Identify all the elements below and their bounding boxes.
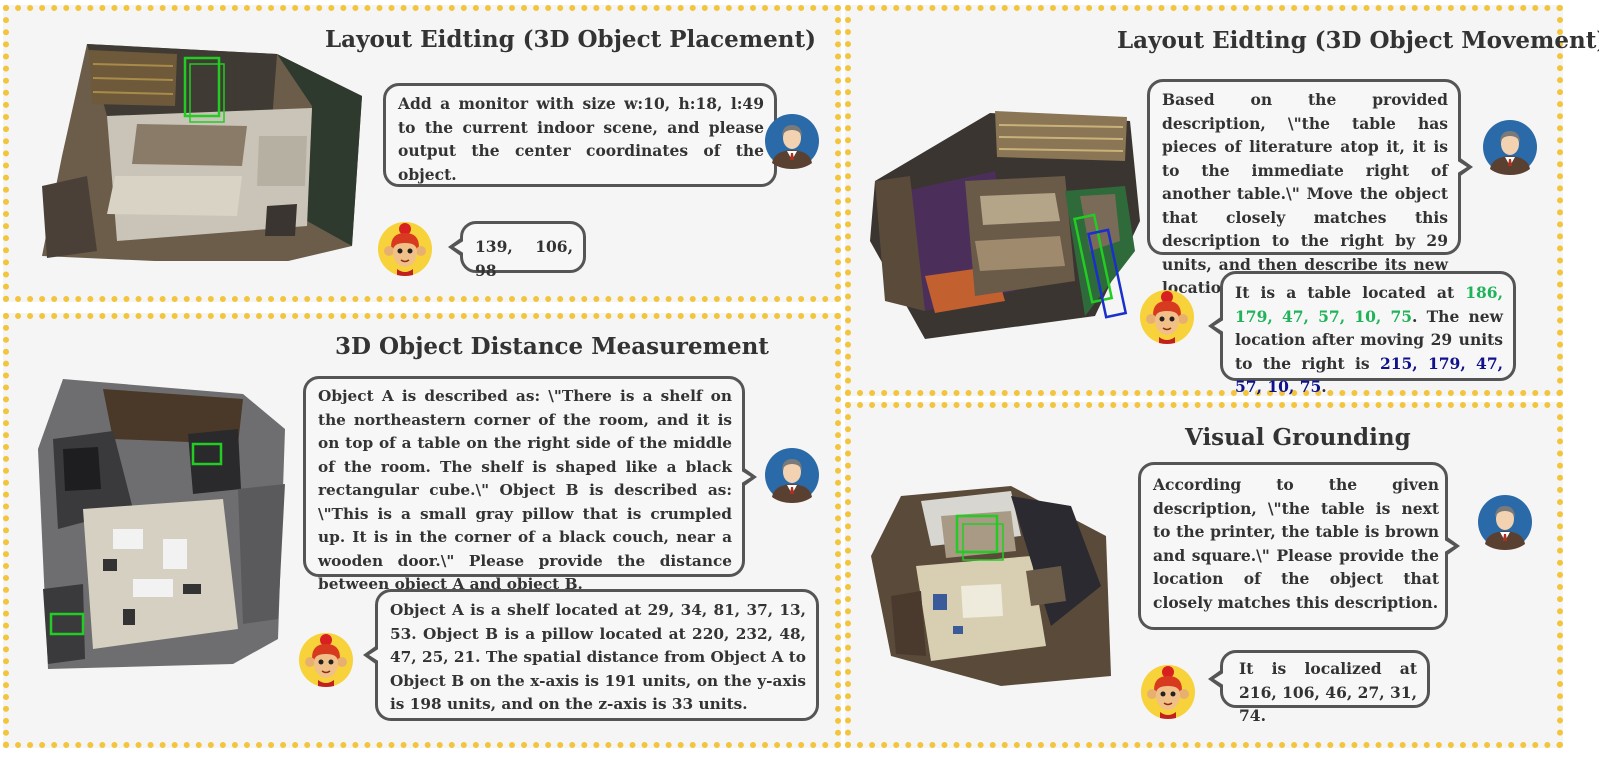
- distance-scene-image: [38, 379, 285, 669]
- movement-question-bubble: Based on the provided description, \"the…: [1147, 79, 1473, 297]
- movement-answer-bubble: It is a table located at 186, 179, 47, 5…: [1208, 271, 1516, 396]
- bubble-tail: [1456, 157, 1473, 177]
- placement-answer-bubble: 139, 106, 98: [448, 221, 586, 280]
- grounding-answer-bubble: It is localized at 216, 106, 46, 27, 31,…: [1208, 650, 1430, 725]
- user-avatar-icon: [1478, 495, 1532, 550]
- monkey-avatar-icon: [1139, 289, 1195, 345]
- distance-answer-text: Object A is a shelf located at 29, 34, 8…: [390, 601, 806, 713]
- placement-question-text: Add a monitor with size w:10, h:18, l:49…: [398, 94, 764, 184]
- grounding-title: Visual Grounding: [1185, 424, 1411, 451]
- bubble-tail: [1208, 669, 1225, 689]
- movement-scene-image: [870, 111, 1140, 339]
- new-location-values: 215, 179, 47, 57, 10, 75: [1235, 353, 1504, 397]
- monkey-avatar-icon: [298, 632, 354, 688]
- user-avatar-icon: [1483, 120, 1537, 175]
- bubble-tail: [363, 645, 380, 665]
- distance-question-text: Object A is described as: \"There is a s…: [318, 387, 732, 593]
- placement-answer-text: 139, 106, 98: [475, 237, 573, 280]
- grounding-answer-text: It is localized at 216, 106, 46, 27, 31,…: [1239, 659, 1417, 725]
- bubble-tail: [1443, 536, 1460, 556]
- distance-title: 3D Object Distance Measurement: [335, 333, 769, 360]
- movement-panel: Layout Eidting (3D Object Movement) Base…: [845, 5, 1599, 396]
- grounding-question-text: According to the given description, \"th…: [1153, 475, 1439, 612]
- distance-panel: 3D Object Distance Measurement Object A …: [3, 313, 841, 748]
- grounding-scene-image: [871, 486, 1111, 686]
- user-avatar-icon: [765, 448, 819, 503]
- movement-answer-middle: . The new location after moving 29 units…: [1235, 306, 1503, 373]
- movement-answer-prefix: It is a table located at: [1235, 283, 1466, 302]
- distance-question-bubble: Object A is described as: \"There is a s…: [303, 376, 757, 593]
- placement-title: Layout Eidting (3D Object Placement): [325, 26, 816, 53]
- distance-answer-bubble: Object A is a shelf located at 29, 34, 8…: [363, 589, 819, 721]
- bubble-tail: [448, 237, 465, 257]
- monkey-avatar-icon: [1140, 664, 1196, 720]
- placement-scene-image: [42, 44, 362, 261]
- bubble-tail: [1208, 316, 1225, 336]
- original-location-values: 186, 179, 47, 57, 10, 75: [1235, 283, 1503, 326]
- grounding-question-bubble: According to the given description, \"th…: [1138, 462, 1460, 630]
- bubble-tail: [740, 466, 757, 487]
- movement-question-text: Based on the provided description, \"the…: [1162, 90, 1448, 297]
- placement-panel: Layout Eidting (3D Object Placement) Add…: [3, 5, 841, 302]
- movement-answer-suffix: .: [1321, 377, 1327, 396]
- grounding-panel: Visual Grounding According to the given …: [845, 402, 1563, 748]
- user-avatar-icon: [765, 114, 819, 169]
- placement-question-bubble: Add a monitor with size w:10, h:18, l:49…: [383, 83, 789, 187]
- monkey-avatar-icon: [377, 221, 433, 277]
- movement-title: Layout Eidting (3D Object Movement): [1117, 27, 1599, 54]
